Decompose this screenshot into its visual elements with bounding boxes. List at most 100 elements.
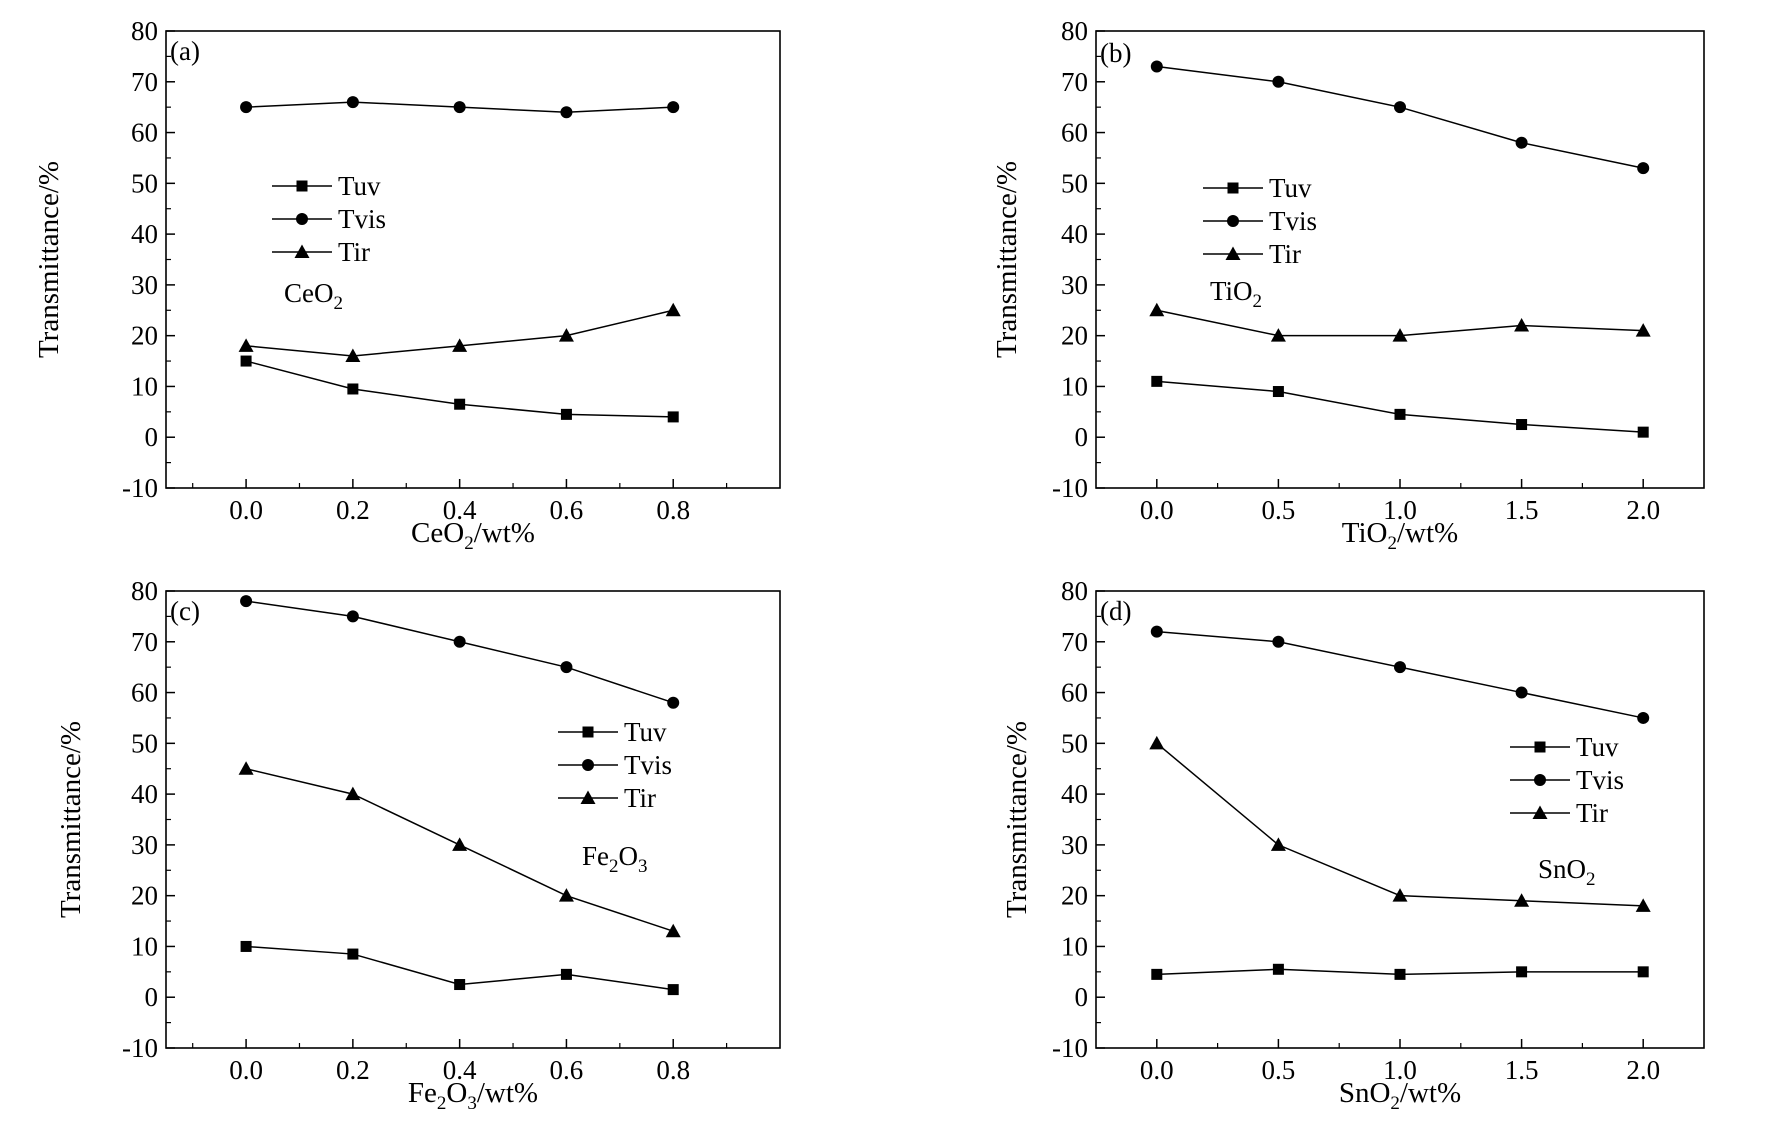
- data-point-tvis: [1150, 625, 1163, 638]
- legend-marker-tvis: [1227, 215, 1239, 227]
- x-axis-label-tail2: /wt%: [477, 1077, 538, 1109]
- compound-annotation: Fe2O3: [582, 841, 648, 877]
- x-axis-label-tail: O: [446, 1077, 467, 1109]
- y-axis-label: Transmittance/%: [55, 721, 87, 918]
- y-tick-label: 40: [131, 219, 158, 249]
- y-tick-label: 30: [131, 270, 158, 300]
- data-point-tvis: [1515, 136, 1528, 149]
- chart-panel-c: 80 70 60 50 40 30 20 10 0 -10 0.0 0.2 0.4 0.6 0.8 TuvTv…: [55, 576, 781, 1114]
- x-tick-label: 0.0: [1140, 495, 1174, 525]
- legend-entry-tuv: Tuv: [1576, 732, 1619, 762]
- data-point-tvis: [1272, 635, 1285, 648]
- compound-annotation: CeO2: [284, 278, 343, 314]
- legend-entry-tir: Tir: [1576, 798, 1608, 828]
- y-tick-label: 70: [131, 627, 158, 657]
- x-axis-label-sub2: 3: [467, 1093, 477, 1114]
- panel-label: (a): [170, 36, 200, 66]
- y-tick-label: 70: [1061, 67, 1088, 97]
- data-point-tuv: [1272, 386, 1284, 398]
- x-tick-label: 0.2: [336, 495, 370, 525]
- x-tick-label: 0.0: [1140, 1055, 1174, 1085]
- x-tick-label: 0.6: [550, 1055, 584, 1085]
- y-tick-label: 50: [131, 168, 158, 198]
- x-tick-label: 0.4: [443, 495, 477, 525]
- x-axis-label-tail: /wt%: [1397, 517, 1458, 549]
- y-tick-label: 0: [145, 422, 159, 452]
- series-tuv: [240, 940, 679, 996]
- x-axis-label-tail: /wt%: [1400, 1077, 1461, 1109]
- y-tick-label: 30: [131, 830, 158, 860]
- data-point-tuv: [1272, 963, 1284, 975]
- data-point-tuv: [1637, 426, 1649, 438]
- data-point-tvis: [560, 661, 573, 674]
- legend-marker-tir: [294, 244, 310, 258]
- y-tick-label: 40: [131, 779, 158, 809]
- compound-annotation-tail: O: [619, 841, 639, 871]
- y-tick-label: 60: [1061, 678, 1088, 708]
- legend-entry-tir: Tir: [338, 237, 370, 267]
- data-point-tvis: [667, 101, 680, 114]
- chart-panel-b: 80 70 60 50 40 30 20 10 0 -10 0.0 0.5 1.0 1.5 2.0 TuvTv…: [991, 16, 1705, 554]
- x-axis-label-sub: 2: [1387, 533, 1397, 554]
- x-axis-label-base: TiO: [1342, 517, 1388, 549]
- x-tick-label: 1.0: [1383, 1055, 1417, 1085]
- y-tick-label: 50: [1061, 728, 1088, 758]
- compound-annotation-sub: 2: [1586, 869, 1596, 890]
- legend-entry-tuv: Tuv: [1269, 173, 1312, 203]
- series-tir: [238, 302, 681, 362]
- y-tick-label: 0: [1075, 982, 1089, 1012]
- x-tick-label: 0.4: [443, 1055, 477, 1085]
- data-point-tvis: [1515, 686, 1528, 699]
- y-tick-label: 70: [1061, 627, 1088, 657]
- x-axis-label-sub: 2: [1390, 1093, 1400, 1114]
- data-point-tir: [345, 348, 361, 362]
- y-tick-label: 10: [1061, 931, 1088, 961]
- data-point-tir: [558, 328, 574, 342]
- data-point-tuv: [347, 948, 359, 960]
- legend-entry-tvis: Tvis: [338, 204, 386, 234]
- data-point-tir: [1514, 893, 1530, 907]
- data-point-tir: [1514, 318, 1530, 332]
- x-tick-label: 0.5: [1262, 1055, 1296, 1085]
- x-tick-label: 1.5: [1505, 1055, 1539, 1085]
- data-point-tvis: [346, 96, 359, 109]
- data-point-tvis: [1637, 162, 1650, 175]
- compound-annotation: SnO2: [1538, 854, 1596, 890]
- y-tick-label: -10: [1052, 1033, 1088, 1063]
- chart-panel-a: 80 70 60 50 40 30 20 10 0 -10 0.0 0.2 0.4 0.6 0.8 TuvTv…: [33, 16, 781, 554]
- data-point-tuv: [1394, 968, 1406, 980]
- x-axis-label-base: Fe: [408, 1077, 437, 1109]
- x-axis-label: CeO2/wt%: [411, 517, 535, 554]
- data-point-tuv: [560, 408, 572, 420]
- data-point-tir: [1149, 735, 1165, 750]
- y-tick-label: 20: [131, 881, 158, 911]
- data-point-tir: [1635, 323, 1651, 337]
- legend-marker-tir: [1532, 805, 1548, 819]
- data-point-tir: [665, 923, 681, 938]
- x-axis-label-sub: 2: [437, 1093, 447, 1114]
- y-axis-label: Transmittance/%: [33, 161, 65, 358]
- compound-annotation-base: Fe: [582, 841, 609, 871]
- series-tuv: [1151, 963, 1649, 980]
- data-point-tvis: [453, 635, 466, 648]
- data-point-tuv: [454, 979, 466, 991]
- data-point-tuv: [1516, 966, 1528, 978]
- plot-frame: [165, 590, 781, 1049]
- series-line-tvis: [1156, 65, 1644, 169]
- panel-label: (d): [1100, 596, 1131, 626]
- x-axis-label: Fe2O3/wt%: [408, 1077, 538, 1114]
- y-tick-label: -10: [122, 473, 158, 503]
- series-tir: [1149, 302, 1651, 342]
- x-axis-label: TiO2/wt%: [1342, 517, 1458, 554]
- data-point-tvis: [1394, 101, 1406, 114]
- y-axis-label: Transmittance/%: [991, 161, 1023, 358]
- series-tuv: [240, 355, 679, 423]
- data-point-tir: [1392, 888, 1408, 902]
- compound-annotation-sub: 2: [334, 293, 344, 314]
- series-tvis: [1150, 625, 1650, 724]
- legend-entry-tvis: Tvis: [1269, 206, 1317, 236]
- series-tir: [1149, 735, 1651, 912]
- data-point-tvis: [1637, 711, 1650, 724]
- x-tick-label: 1.5: [1505, 495, 1539, 525]
